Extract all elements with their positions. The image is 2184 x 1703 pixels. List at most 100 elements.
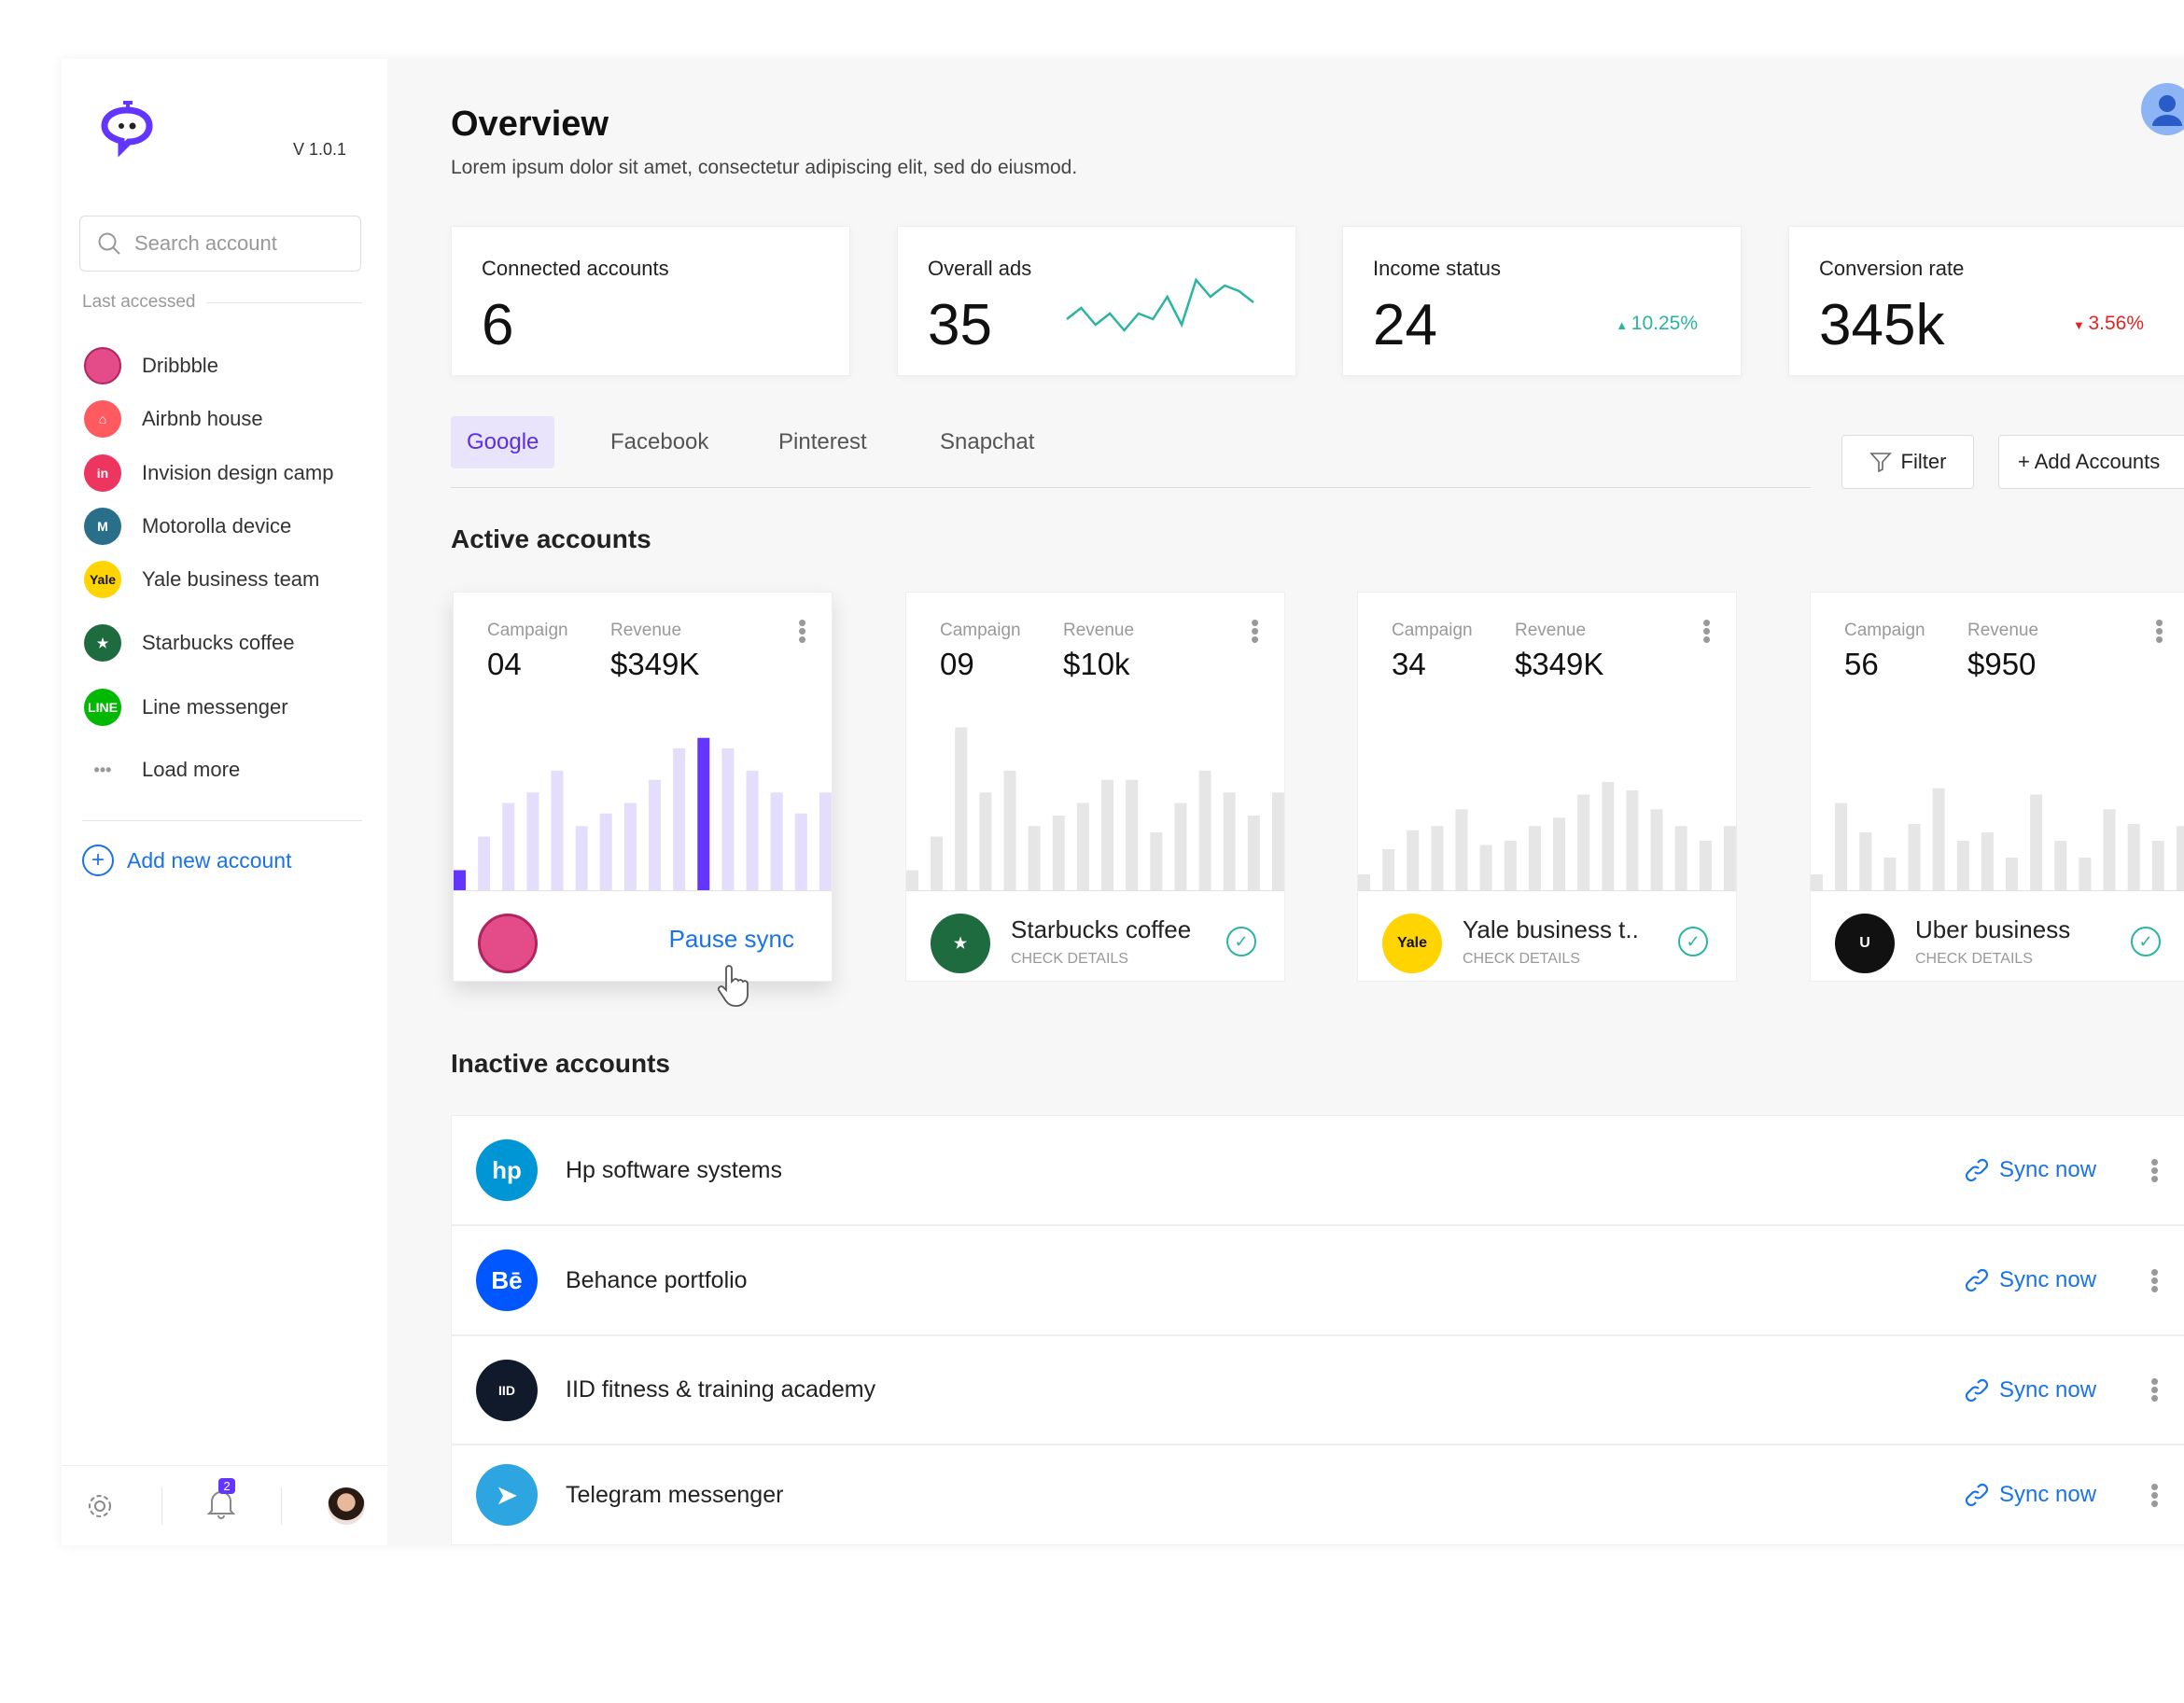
account-logo bbox=[478, 914, 538, 973]
campaign-label: Campaign bbox=[1844, 621, 1925, 640]
active-account-card[interactable]: Campaign Revenue 34 $349K • • • Yale Yale busine… bbox=[1357, 592, 1737, 982]
revenue-value: $349K bbox=[1515, 647, 1604, 681]
sidebar-item-yale[interactable]: Yale Yale business team bbox=[84, 561, 319, 598]
bar bbox=[551, 770, 564, 891]
account-name: Uber business bbox=[1915, 915, 2071, 943]
plus-circle-icon: + bbox=[82, 845, 114, 876]
more-options-icon[interactable]: • • • bbox=[2150, 1257, 2160, 1303]
revenue-label: Revenue bbox=[1967, 621, 2039, 640]
divider bbox=[206, 301, 362, 303]
more-options-icon[interactable]: • • • bbox=[2150, 1367, 2160, 1412]
user-avatar[interactable] bbox=[327, 1487, 365, 1525]
bar bbox=[2006, 858, 2019, 891]
bar bbox=[1455, 809, 1468, 891]
link-icon bbox=[1965, 1268, 1989, 1292]
sync-now-label: Sync now bbox=[1999, 1157, 2097, 1182]
more-options-icon[interactable]: • • • bbox=[1702, 608, 1712, 653]
sidebar-item-line[interactable]: LINE Line messenger bbox=[84, 689, 288, 726]
bar bbox=[599, 813, 612, 891]
invision-icon: in bbox=[84, 454, 121, 492]
check-details-link[interactable]: CHECK DETAILS bbox=[1011, 951, 1128, 967]
divider bbox=[281, 1487, 283, 1525]
active-account-card[interactable]: Campaign Revenue 56 $950 • • • U Uber business CH… bbox=[1810, 592, 2184, 982]
stat-label: Overall ads bbox=[928, 257, 1032, 280]
profile-avatar[interactable] bbox=[2141, 83, 2184, 135]
stat-value: 24 bbox=[1373, 293, 1437, 357]
more-options-icon[interactable]: • • • bbox=[2150, 1472, 2160, 1517]
sidebar-item-invision[interactable]: in Invision design camp bbox=[84, 454, 333, 492]
check-details-link[interactable]: CHECK DETAILS bbox=[1915, 951, 2033, 967]
load-more-button[interactable]: ••• Load more bbox=[84, 751, 241, 789]
divider bbox=[161, 1487, 162, 1525]
version-label: V 1.0.1 bbox=[293, 140, 347, 159]
check-details-link[interactable]: CHECK DETAILS bbox=[1463, 951, 1580, 967]
active-account-card[interactable]: Campaign Revenue 04 $349K • • • Pause sync bbox=[453, 592, 833, 982]
add-new-account-button[interactable]: + Add new account bbox=[82, 845, 291, 876]
tab-google[interactable]: Google bbox=[451, 416, 555, 468]
starbucks-icon: ★ bbox=[84, 624, 121, 662]
sidebar-item-label: Dribbble bbox=[142, 354, 218, 377]
active-account-card[interactable]: Campaign Revenue 09 $10k • • • ★ Starbucks coffe… bbox=[905, 592, 1285, 982]
campaign-value: 04 bbox=[487, 647, 522, 681]
filter-label: Filter bbox=[1900, 450, 1947, 473]
more-options-icon[interactable]: • • • bbox=[1251, 608, 1260, 653]
tab-pinterest[interactable]: Pinterest bbox=[778, 429, 867, 454]
more-options-icon[interactable]: • • • bbox=[2155, 608, 2164, 653]
filter-button[interactable]: Filter bbox=[1841, 435, 1974, 489]
inactive-account-row: ➤ Telegram messenger Sync now • • • bbox=[451, 1445, 2184, 1545]
bar bbox=[2079, 858, 2092, 891]
more-options-icon[interactable]: • • • bbox=[2150, 1147, 2160, 1193]
sidebar-item-dribbble[interactable]: Dribbble bbox=[84, 347, 218, 384]
revenue-label: Revenue bbox=[1063, 621, 1135, 640]
search-input[interactable]: Search account bbox=[79, 216, 361, 272]
bar bbox=[1052, 816, 1065, 891]
yale-icon: Yale bbox=[84, 561, 121, 598]
bar bbox=[1811, 874, 1823, 891]
sync-now-label: Sync now bbox=[1999, 1376, 2097, 1403]
line-icon: LINE bbox=[84, 689, 121, 726]
bar bbox=[1174, 803, 1187, 891]
stat-label: Connected accounts bbox=[482, 257, 669, 280]
more-options-icon[interactable]: • • • bbox=[798, 608, 807, 653]
campaign-label: Campaign bbox=[940, 621, 1021, 640]
bar bbox=[1028, 826, 1041, 891]
tab-facebook[interactable]: Facebook bbox=[610, 429, 709, 454]
sync-now-button[interactable]: Sync now bbox=[1964, 1267, 2096, 1293]
add-accounts-button[interactable]: + Add Accounts bbox=[1998, 435, 2184, 489]
account-name: Starbucks coffee bbox=[1011, 915, 1192, 943]
chart-baseline bbox=[454, 890, 832, 891]
revenue-value: $950 bbox=[1967, 647, 2037, 681]
sync-now-button[interactable]: Sync now bbox=[1964, 1482, 2096, 1508]
search-placeholder: Search account bbox=[134, 231, 277, 255]
sidebar-item-airbnb[interactable]: ⌂ Airbnb house bbox=[84, 400, 263, 438]
inactive-account-row: Bē Behance portfolio Sync now • • • bbox=[451, 1225, 2184, 1335]
campaign-label: Campaign bbox=[487, 621, 568, 640]
bar-chart bbox=[1811, 788, 2184, 891]
stat-card-conversion-rate: Conversion rate 345k ▼ 3.56% bbox=[1788, 226, 2184, 376]
account-logo: Yale bbox=[1382, 914, 1442, 973]
revenue-value: $349K bbox=[610, 647, 700, 681]
sync-now-button[interactable]: Sync now bbox=[1964, 1157, 2096, 1183]
sidebar-item-starbucks[interactable]: ★ Starbucks coffee bbox=[84, 624, 294, 662]
sync-now-label: Sync now bbox=[1999, 1267, 2097, 1292]
account-logo: IID bbox=[476, 1359, 538, 1421]
link-icon bbox=[1965, 1158, 1989, 1182]
notifications-button[interactable]: 2 bbox=[207, 1478, 236, 1524]
sync-now-button[interactable]: Sync now bbox=[1964, 1377, 2096, 1403]
bar bbox=[1602, 782, 1615, 891]
link-icon bbox=[1965, 1378, 1989, 1402]
pause-sync-button[interactable]: Pause sync bbox=[668, 925, 794, 953]
campaign-value: 56 bbox=[1844, 647, 1879, 681]
revenue-label: Revenue bbox=[610, 621, 682, 640]
stat-value: 6 bbox=[482, 293, 514, 357]
bar bbox=[931, 836, 944, 891]
bar-chart bbox=[1358, 782, 1736, 891]
account-name: Yale business t.. bbox=[1463, 915, 1639, 943]
settings-gear-icon[interactable] bbox=[84, 1490, 116, 1522]
sidebar-item-label: Starbucks coffee bbox=[142, 631, 295, 654]
inactive-account-row: IID IID fitness & training academy Sync no… bbox=[451, 1335, 2184, 1445]
last-accessed-section: Last accessed bbox=[82, 292, 362, 313]
tab-snapchat[interactable]: Snapchat bbox=[940, 429, 1035, 454]
inactive-accounts-heading: Inactive accounts bbox=[451, 1049, 670, 1078]
sidebar-item-motorolla[interactable]: M Motorolla device bbox=[84, 508, 291, 545]
